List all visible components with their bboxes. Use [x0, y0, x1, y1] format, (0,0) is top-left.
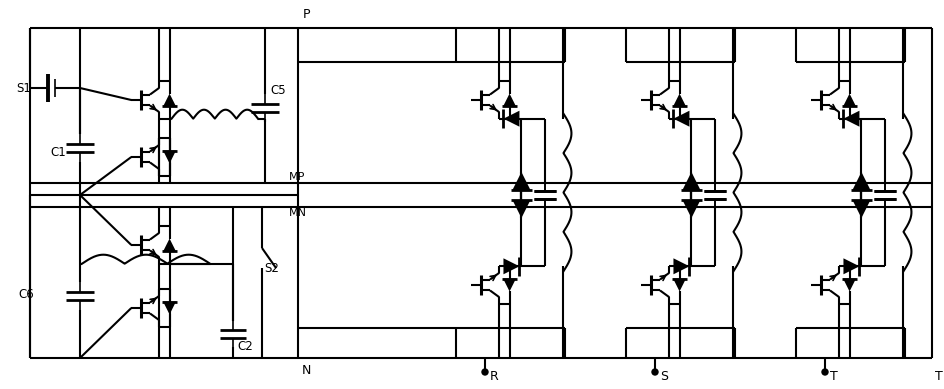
Text: T: T — [829, 370, 837, 382]
Polygon shape — [502, 93, 515, 107]
Text: P: P — [302, 7, 310, 21]
Polygon shape — [672, 93, 685, 107]
Text: S2: S2 — [263, 261, 278, 275]
Circle shape — [651, 369, 657, 375]
Text: C5: C5 — [270, 84, 285, 96]
Circle shape — [481, 369, 487, 375]
Polygon shape — [673, 258, 689, 274]
Polygon shape — [163, 151, 176, 163]
Polygon shape — [851, 200, 869, 218]
Circle shape — [821, 369, 827, 375]
Polygon shape — [512, 200, 530, 218]
Polygon shape — [682, 172, 700, 190]
Polygon shape — [842, 279, 855, 291]
Text: MP: MP — [289, 172, 305, 182]
Polygon shape — [673, 111, 689, 127]
Text: S: S — [659, 370, 667, 382]
Polygon shape — [502, 279, 515, 291]
Text: N: N — [301, 363, 311, 377]
Text: C2: C2 — [237, 340, 252, 354]
Polygon shape — [851, 172, 869, 190]
Polygon shape — [512, 172, 530, 190]
Text: C1: C1 — [50, 145, 66, 158]
Text: MN: MN — [289, 208, 307, 218]
Polygon shape — [672, 279, 685, 291]
Polygon shape — [163, 238, 176, 251]
Text: R: R — [490, 370, 498, 382]
Polygon shape — [503, 111, 519, 127]
Text: S1: S1 — [16, 82, 31, 95]
Polygon shape — [682, 200, 700, 218]
Text: C6: C6 — [18, 287, 34, 300]
Polygon shape — [843, 111, 858, 127]
Polygon shape — [503, 258, 519, 274]
Polygon shape — [163, 93, 176, 107]
Polygon shape — [843, 258, 858, 274]
Text: T: T — [934, 370, 942, 382]
Polygon shape — [163, 301, 176, 314]
Polygon shape — [842, 93, 855, 107]
